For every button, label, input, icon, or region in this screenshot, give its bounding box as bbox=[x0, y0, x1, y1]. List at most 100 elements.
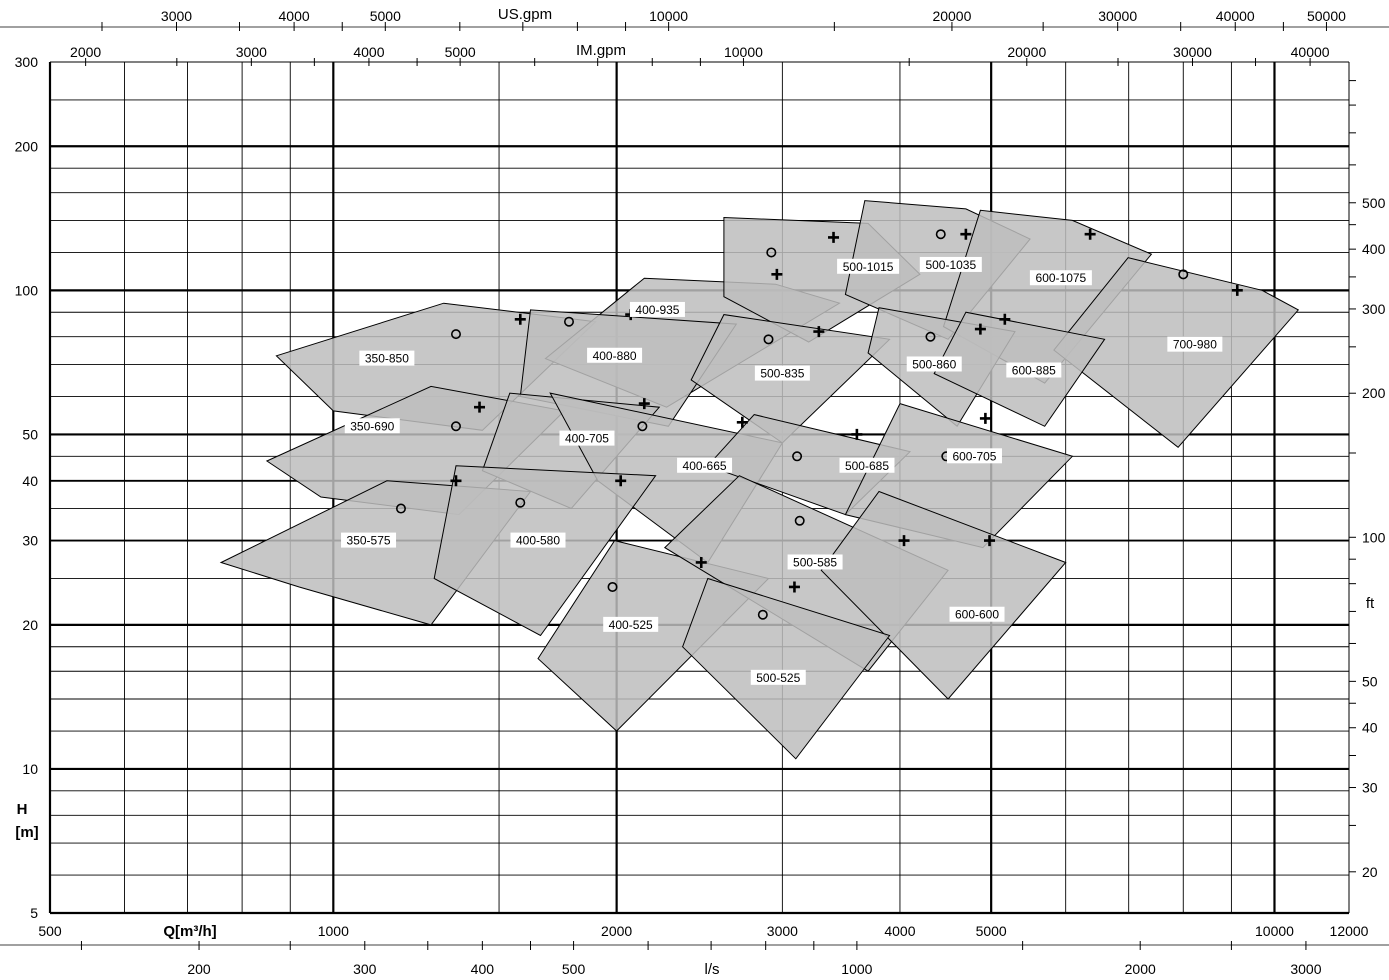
pump-label-350-690: 350-690 bbox=[350, 419, 394, 433]
ls-title: l/s bbox=[705, 961, 720, 978]
pump-label-box bbox=[1006, 362, 1062, 378]
pump-label-box bbox=[1029, 270, 1092, 286]
y-tick-label: 50 bbox=[22, 426, 38, 442]
pump-regions bbox=[219, 200, 1300, 760]
bep-markers bbox=[395, 228, 1243, 620]
us-gpm-tick-label: 4000 bbox=[279, 8, 310, 24]
bep-plus-marker bbox=[788, 581, 800, 593]
pump-label-box bbox=[839, 457, 895, 473]
pump-label-600-885: 600-885 bbox=[1012, 364, 1056, 378]
x-axis-label: Q[m³/h] bbox=[163, 923, 216, 940]
y-tick-label: 300 bbox=[15, 54, 39, 70]
ft-tick-label: 500 bbox=[1362, 195, 1386, 211]
x-tick-label: 1000 bbox=[318, 923, 349, 939]
bep-circle-marker bbox=[925, 331, 936, 342]
pump-label-500-1035: 500-1035 bbox=[925, 258, 976, 272]
bep-circle-marker bbox=[766, 247, 777, 258]
pump-label-box bbox=[359, 350, 415, 366]
us-gpm-tick-label: 5000 bbox=[370, 8, 401, 24]
x-tick-label: 5000 bbox=[976, 923, 1007, 939]
bep-circle-marker bbox=[763, 334, 774, 345]
pump-label-600-705: 600-705 bbox=[952, 449, 996, 463]
y-tick-label: 30 bbox=[22, 533, 38, 549]
pump-label-500-1015: 500-1015 bbox=[843, 260, 894, 274]
bep-plus-marker bbox=[960, 228, 972, 240]
x-tick-label: 12000 bbox=[1330, 923, 1369, 939]
bep-plus-marker bbox=[450, 475, 462, 487]
bep-plus-marker bbox=[974, 323, 986, 335]
im-gpm-tick-label: 2000 bbox=[70, 44, 101, 60]
y-axis-label-line2: [m] bbox=[15, 824, 38, 841]
y-tick-label: 40 bbox=[22, 473, 38, 489]
pump-label-box bbox=[1167, 336, 1223, 352]
im-gpm-tick-label: 5000 bbox=[445, 44, 476, 60]
bep-plus-marker bbox=[813, 326, 825, 338]
bep-plus-marker bbox=[514, 313, 526, 325]
ft-tick-label: 40 bbox=[1362, 720, 1378, 736]
bep-plus-marker bbox=[979, 412, 991, 424]
bep-plus-marker bbox=[474, 401, 486, 413]
pump-label-box bbox=[341, 532, 397, 548]
bep-circle-marker bbox=[450, 329, 461, 340]
ft-tick-label: 400 bbox=[1362, 241, 1386, 257]
ls-tick-label: 400 bbox=[471, 961, 495, 977]
pump-label-600-600: 600-600 bbox=[955, 608, 999, 622]
pump-label-400-880: 400-880 bbox=[593, 349, 637, 363]
bep-plus-marker bbox=[999, 313, 1011, 325]
bep-plus-marker bbox=[1084, 228, 1096, 240]
pump-label-box bbox=[946, 448, 1002, 464]
ft-title: ft bbox=[1366, 595, 1375, 612]
bep-circle-marker bbox=[564, 316, 575, 327]
im-gpm-tick-label: 10000 bbox=[724, 44, 763, 60]
bep-circle-marker bbox=[1178, 269, 1189, 280]
pump-label-box bbox=[603, 616, 659, 632]
x-tick-label: 500 bbox=[38, 923, 62, 939]
pump-label-400-705: 400-705 bbox=[565, 432, 609, 446]
im-gpm-title: IM.gpm bbox=[576, 42, 626, 59]
pump-label-350-575: 350-575 bbox=[347, 534, 391, 548]
ls-tick-label: 2000 bbox=[1125, 961, 1156, 977]
pump-label-box bbox=[559, 430, 615, 446]
pump-label-box bbox=[750, 669, 806, 685]
y-tick-label: 10 bbox=[22, 761, 38, 777]
ls-tick-label: 300 bbox=[353, 961, 377, 977]
pump-region-600-600 bbox=[820, 490, 1067, 700]
us-gpm-title: US.gpm bbox=[498, 6, 552, 23]
us-gpm-tick-label: 3000 bbox=[161, 8, 192, 24]
pump-label-400-665: 400-665 bbox=[683, 459, 727, 473]
pump-region-500-525 bbox=[682, 577, 891, 760]
pump-region-700-980 bbox=[1053, 257, 1300, 448]
bep-plus-marker bbox=[1231, 284, 1243, 296]
ls-tick-label: 200 bbox=[187, 961, 211, 977]
pump-label-500-685: 500-685 bbox=[845, 459, 889, 473]
ls-tick-label: 1000 bbox=[841, 961, 872, 977]
ft-tick-label: 100 bbox=[1362, 529, 1386, 545]
bep-circle-marker bbox=[515, 497, 526, 508]
bep-circle-marker bbox=[637, 421, 648, 432]
x-tick-label: 4000 bbox=[884, 923, 915, 939]
pump-label-box bbox=[629, 301, 685, 317]
pump-label-box bbox=[837, 258, 900, 274]
pump-labels: 350-850 350-690 350-575 400-935 400-880 400-7… bbox=[341, 256, 1223, 685]
pump-label-box bbox=[344, 418, 400, 434]
pump-label-500-860: 500-860 bbox=[912, 357, 956, 371]
x-tick-label: 10000 bbox=[1255, 923, 1294, 939]
pump-label-400-580: 400-580 bbox=[516, 534, 560, 548]
bep-plus-marker bbox=[615, 475, 627, 487]
pump-label-box bbox=[677, 457, 733, 473]
axes: 500 1000 2000 3000 4000 5000 10000 12000 5 10 20 30… bbox=[0, 8, 1389, 977]
bep-circle-marker bbox=[450, 421, 461, 432]
im-gpm-tick-label: 3000 bbox=[236, 44, 267, 60]
y-tick-label: 5 bbox=[30, 905, 38, 921]
bep-circle-marker bbox=[935, 229, 946, 240]
pump-label-500-525: 500-525 bbox=[756, 671, 800, 685]
bep-plus-marker bbox=[984, 535, 996, 547]
us-gpm-tick-label: 30000 bbox=[1098, 8, 1137, 24]
y-axis-label-line1: H bbox=[17, 801, 28, 818]
bep-plus-marker bbox=[638, 398, 650, 410]
y-tick-label: 200 bbox=[15, 138, 39, 154]
im-gpm-tick-label: 40000 bbox=[1291, 44, 1330, 60]
ft-tick-label: 30 bbox=[1362, 780, 1378, 796]
pump-label-box bbox=[510, 532, 566, 548]
